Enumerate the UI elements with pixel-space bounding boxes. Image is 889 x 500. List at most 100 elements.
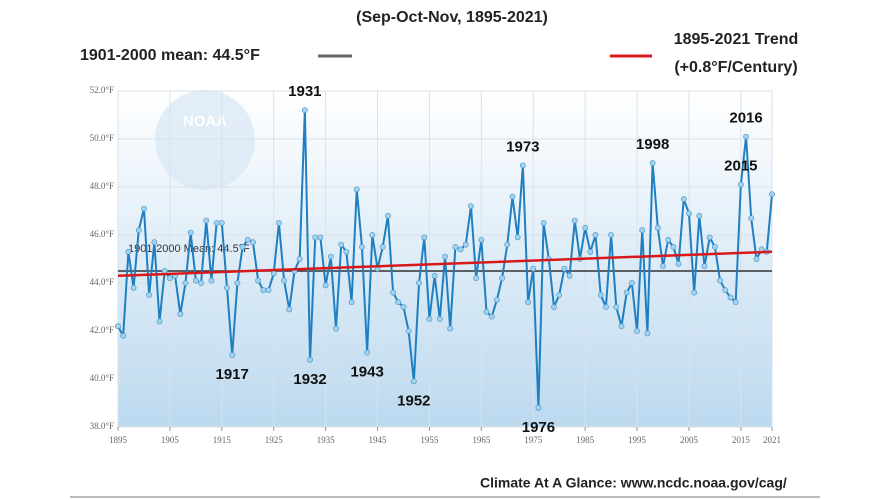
data-point (473, 275, 480, 282)
x-tick-label: 1945 (369, 435, 388, 445)
x-tick-label: 1985 (576, 435, 595, 445)
data-point (639, 227, 646, 234)
x-tick-label: 1935 (317, 435, 336, 445)
data-point (670, 244, 677, 250)
chart-title: (Sep-Oct-Nov, 1895-2021) (356, 9, 548, 26)
data-point (208, 277, 215, 284)
data-point (447, 325, 454, 332)
data-point (301, 107, 308, 114)
data-point (701, 263, 708, 270)
data-point (395, 299, 402, 306)
data-point (244, 236, 251, 243)
data-point (141, 205, 147, 212)
data-point (592, 232, 599, 238)
data-point (260, 287, 267, 294)
y-tick-label: 50.0°F (90, 133, 114, 143)
data-point (343, 248, 350, 255)
x-tick-label: 2005 (680, 435, 699, 445)
data-point (234, 280, 241, 286)
data-point (680, 196, 687, 202)
data-point (483, 308, 490, 315)
data-point (514, 234, 521, 241)
data-point (504, 241, 511, 248)
data-point (167, 275, 173, 282)
data-point (597, 292, 604, 298)
data-point (717, 277, 723, 284)
data-point (571, 217, 578, 224)
data-point (618, 323, 625, 330)
data-point (540, 220, 547, 226)
data-point (400, 304, 407, 310)
data-point (561, 265, 568, 272)
trend-line (117, 250, 773, 278)
data-point (696, 212, 703, 219)
y-tick-label: 44.0°F (90, 277, 114, 287)
data-point (421, 234, 428, 241)
data-point (712, 244, 718, 250)
data-point (468, 203, 474, 210)
data-point (457, 246, 464, 253)
data-point (431, 272, 438, 279)
data-point (156, 318, 163, 325)
x-tick-label: 1925 (265, 435, 284, 445)
y-tick-label: 48.0°F (90, 181, 114, 191)
data-point (634, 328, 640, 334)
x-tick-label: 1955 (420, 435, 439, 445)
data-point (322, 282, 329, 289)
data-point (509, 193, 516, 200)
data-point (151, 239, 158, 246)
data-point (379, 244, 386, 250)
data-point (654, 224, 661, 231)
x-tick-label: 1995 (628, 435, 647, 445)
data-point (125, 248, 132, 255)
data-point (239, 244, 246, 250)
data-point (203, 217, 210, 224)
data-point (649, 160, 656, 166)
annotation: 1932 (293, 371, 326, 388)
data-point (177, 311, 184, 318)
data-point (270, 270, 277, 277)
annotation: 2015 (724, 158, 757, 175)
annotation: 1931 (288, 83, 321, 100)
data-point (556, 292, 563, 298)
logo-text: NOAA (183, 113, 227, 130)
data-point (603, 304, 609, 310)
data-point (359, 244, 365, 250)
data-point (369, 232, 376, 238)
data-point (327, 253, 334, 260)
legend-sublabel: (+0.8°F/Century) (674, 59, 797, 76)
x-tick-label: 2021 (763, 435, 781, 445)
data-point (675, 260, 682, 267)
data-point (748, 215, 755, 222)
data-point (732, 299, 739, 306)
data-point (566, 272, 573, 279)
data-point (691, 289, 698, 296)
annotation: 1952 (397, 392, 430, 409)
x-tick-label: 1905 (161, 435, 180, 445)
data-point (587, 248, 594, 255)
data-point (353, 186, 360, 193)
data-point (276, 220, 282, 226)
data-point (338, 241, 345, 248)
data-point (250, 239, 256, 246)
data-point (390, 289, 396, 296)
annotation: 1973 (506, 138, 539, 155)
data-point (442, 253, 448, 260)
x-tick-label: 1895 (109, 435, 128, 445)
y-tick-label: 52.0°F (90, 85, 114, 95)
data-point (405, 328, 412, 334)
x-tick-label: 1915 (213, 435, 232, 445)
data-point (686, 210, 692, 217)
data-point (192, 277, 199, 284)
data-point (120, 332, 127, 339)
data-point (187, 229, 194, 236)
data-point (410, 378, 417, 385)
data-point (494, 296, 500, 303)
data-point (333, 325, 339, 332)
y-tick-label: 42.0°F (90, 325, 114, 335)
data-point (551, 304, 557, 310)
data-point (135, 227, 142, 234)
data-point (478, 236, 485, 243)
data-point (660, 263, 666, 270)
